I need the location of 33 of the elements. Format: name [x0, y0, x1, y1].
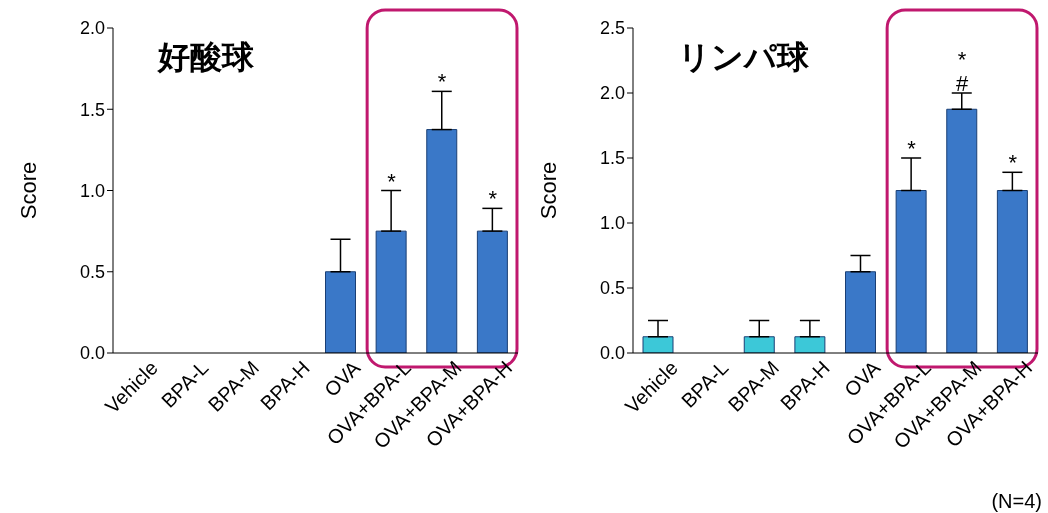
data-label: *	[907, 136, 917, 161]
y-tick-label: 1.0	[599, 213, 625, 234]
y-tick-label: 1.0	[79, 180, 105, 201]
bar	[642, 336, 674, 353]
y-tick-label: 2.0	[79, 18, 105, 39]
y-axis-title: Score	[535, 161, 561, 220]
y-tick-label: 0.5	[79, 262, 105, 283]
y-tick-label: 0.0	[599, 343, 625, 364]
y-tick-label: 0.5	[599, 278, 625, 299]
bar	[325, 271, 356, 353]
y-tick-label: 2.5	[599, 18, 625, 39]
y-tick-label: 1.5	[79, 99, 105, 120]
chart-title: リンパ球	[678, 38, 809, 77]
bar	[426, 129, 458, 353]
bar	[476, 230, 508, 353]
bar	[996, 190, 1028, 353]
bar	[946, 108, 978, 353]
data-label: *	[437, 69, 447, 95]
bar	[895, 190, 927, 353]
y-axis-title: Score	[15, 161, 41, 220]
data-label: *	[488, 186, 498, 212]
y-tick-label: 1.5	[599, 148, 625, 169]
chart-title: 好酸球	[158, 38, 254, 77]
data-label: *	[1008, 150, 1018, 176]
data-label: * #	[955, 47, 969, 96]
bar	[375, 230, 407, 353]
data-label: *	[387, 168, 397, 194]
text: (N=4)	[991, 490, 1042, 513]
bar	[794, 336, 826, 353]
y-tick-label: 0.0	[79, 343, 105, 364]
y-tick-label: 2.0	[599, 83, 625, 104]
bar	[743, 336, 775, 353]
bar	[845, 271, 876, 353]
